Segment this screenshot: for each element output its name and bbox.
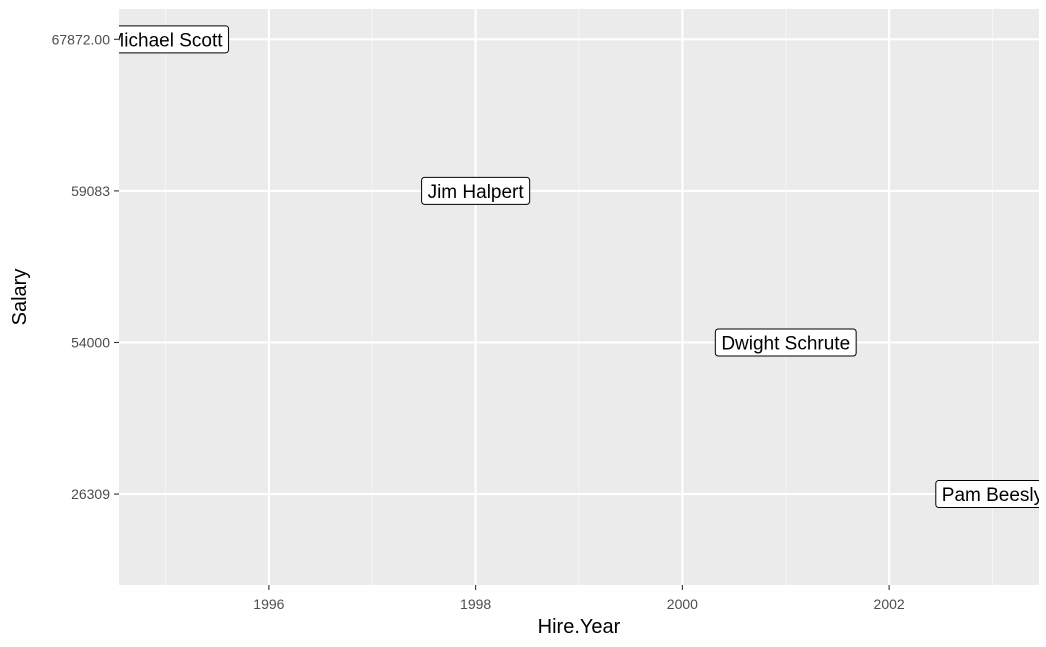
point-label-box xyxy=(714,328,857,357)
y-tick-label: 26309 xyxy=(71,486,110,502)
point-label-box xyxy=(935,480,1039,509)
grid-minor xyxy=(164,9,994,585)
y-axis: 26309 54000 59083 67872.00 xyxy=(52,31,119,502)
point-label: Dwight Schrute xyxy=(714,328,857,357)
point-label-box xyxy=(421,176,531,205)
point-label-text: Pam Beesly xyxy=(942,485,1044,506)
point-label: Michael Scott xyxy=(108,25,230,54)
point-label-text: Michael Scott xyxy=(108,30,223,51)
point-label: Jim Halpert xyxy=(421,176,531,205)
point-label: Pam Beesly xyxy=(935,480,1044,509)
x-tick-label: 1998 xyxy=(460,596,491,612)
point-label-text: Jim Halpert xyxy=(428,182,525,203)
y-tick-label: 67872.00 xyxy=(52,31,111,47)
x-axis-title: Hire.Year xyxy=(538,616,621,638)
y-tick-label: 59083 xyxy=(71,183,110,199)
x-tick-label: 1996 xyxy=(253,596,284,612)
x-tick-label: 2000 xyxy=(667,596,698,612)
x-axis: 1996 1998 2000 2002 xyxy=(253,585,905,612)
point-label-text: Dwight Schrute xyxy=(721,333,850,354)
point-label-box xyxy=(119,25,230,54)
point-labels: Michael Scott Jim Halpert Dwight Schrute Pa… xyxy=(108,25,1044,509)
x-tick-label: 2002 xyxy=(874,596,905,612)
y-axis-title: Salary xyxy=(9,269,31,326)
grid-major xyxy=(119,9,1039,585)
y-tick-label: 54000 xyxy=(71,334,110,350)
